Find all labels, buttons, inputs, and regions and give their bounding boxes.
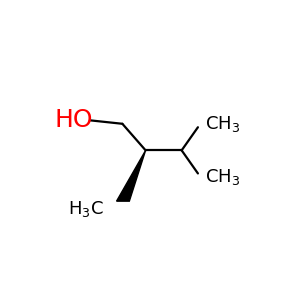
Polygon shape	[117, 150, 146, 201]
Text: HO: HO	[54, 108, 93, 132]
Text: CH$_3$: CH$_3$	[205, 114, 240, 134]
Text: H$_3$C: H$_3$C	[68, 199, 104, 219]
Text: CH$_3$: CH$_3$	[205, 167, 240, 187]
